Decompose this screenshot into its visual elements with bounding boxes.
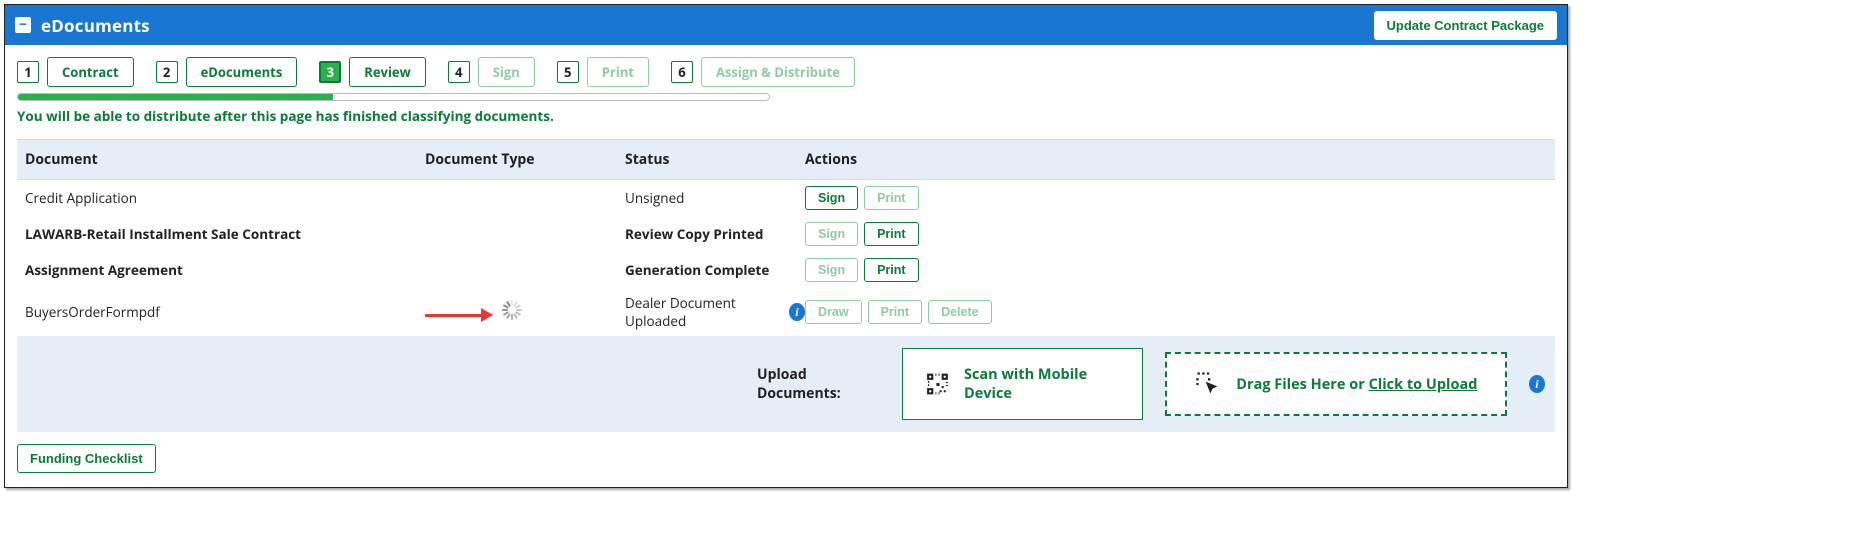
- document-status: Dealer Document Uploadedi: [625, 294, 805, 330]
- upload-info-icon[interactable]: i: [1529, 375, 1545, 393]
- step-label: Assign & Distribute: [701, 57, 855, 87]
- step-number: 2: [156, 61, 178, 83]
- update-contract-package-button[interactable]: Update Contract Package: [1374, 11, 1558, 40]
- document-name: BuyersOrderFormpdf: [25, 303, 425, 321]
- callout-arrow-icon: [425, 310, 495, 320]
- table-header: Document Document Type Status Actions: [17, 139, 1555, 180]
- step-label: Review: [349, 57, 425, 87]
- document-status: Unsigned: [625, 189, 805, 207]
- panel-title: eDocuments: [41, 14, 150, 37]
- loading-spinner-icon: [502, 300, 522, 320]
- document-name: Credit Application: [25, 189, 425, 207]
- qr-icon: [925, 370, 950, 398]
- step-label: Sign: [478, 57, 535, 87]
- col-header-document: Document: [25, 150, 425, 169]
- table-row: LAWARB-Retail Installment Sale Contract R…: [17, 216, 1555, 252]
- actions-cell: DrawPrintDelete: [805, 300, 1547, 324]
- step-number: 4: [448, 61, 470, 83]
- scan-mobile-button[interactable]: Scan with Mobile Device: [902, 348, 1143, 420]
- table-row: Assignment Agreement Generation CompleteS…: [17, 252, 1555, 288]
- edocuments-panel: − eDocuments Update Contract Package 1 Co…: [4, 4, 1568, 488]
- step-number: 1: [17, 61, 39, 83]
- click-to-upload-link[interactable]: Click to Upload: [1369, 375, 1478, 394]
- step-number: 5: [557, 61, 579, 83]
- drag-select-icon: [1194, 370, 1222, 398]
- documents-table: Document Document Type Status Actions Cr…: [17, 139, 1555, 336]
- panel-body: 1Contract2eDocuments3Review4Sign5Print6A…: [5, 45, 1567, 487]
- status-message: You will be able to distribute after thi…: [17, 107, 1555, 125]
- table-row: Credit Application UnsignedSignPrint: [17, 180, 1555, 216]
- print-button[interactable]: Print: [864, 258, 918, 282]
- footer: Funding Checklist: [17, 432, 1555, 473]
- print-button[interactable]: Print: [864, 222, 918, 246]
- step-label: Contract: [47, 57, 134, 87]
- col-header-actions: Actions: [805, 150, 1547, 169]
- actions-cell: SignPrint: [805, 222, 1547, 246]
- step-assign-distribute[interactable]: 6 Assign & Distribute: [671, 57, 855, 87]
- sign-button[interactable]: Sign: [805, 258, 858, 282]
- step-contract[interactable]: 1 Contract: [17, 57, 134, 87]
- step-sign[interactable]: 4 Sign: [448, 57, 535, 87]
- step-edocuments[interactable]: 2 eDocuments: [156, 57, 298, 87]
- upload-label: Upload Documents:: [757, 365, 880, 403]
- upload-bar: Upload Documents: Scan with Mobile Devic…: [17, 336, 1555, 432]
- step-review[interactable]: 3 Review: [319, 57, 425, 87]
- step-tracker: 1 Contract 2 eDocuments 3 Review 4 Sign 5 Print 6A…: [17, 57, 1555, 87]
- print-button[interactable]: Print: [864, 186, 918, 210]
- info-icon[interactable]: i: [789, 303, 805, 321]
- drag-upload-zone[interactable]: Drag Files Here or Click to Upload: [1165, 352, 1507, 416]
- col-header-type: Document Type: [425, 150, 625, 169]
- step-number: 3: [319, 61, 341, 83]
- step-label: Print: [587, 57, 649, 87]
- document-name: LAWARB-Retail Installment Sale Contract: [25, 225, 425, 243]
- panel-header: − eDocuments Update Contract Package: [5, 5, 1567, 45]
- delete-button[interactable]: Delete: [928, 300, 992, 324]
- actions-cell: SignPrint: [805, 186, 1547, 210]
- document-name: Assignment Agreement: [25, 261, 425, 279]
- actions-cell: SignPrint: [805, 258, 1547, 282]
- progress-fill: [18, 94, 333, 100]
- document-status: Generation Complete: [625, 261, 805, 279]
- step-number: 6: [671, 61, 693, 83]
- table-row: BuyersOrderFormpdf Dealer Document Uploa…: [17, 288, 1555, 336]
- sign-button[interactable]: Sign: [805, 186, 858, 210]
- print-button[interactable]: Print: [868, 300, 922, 324]
- drag-upload-label: Drag Files Here or Click to Upload: [1236, 375, 1477, 394]
- step-label: eDocuments: [186, 57, 298, 87]
- document-type-cell: [425, 300, 625, 324]
- collapse-icon[interactable]: −: [15, 17, 31, 33]
- document-status: Review Copy Printed: [625, 225, 805, 243]
- draw-button[interactable]: Draw: [805, 300, 862, 324]
- scan-mobile-label: Scan with Mobile Device: [964, 365, 1120, 403]
- sign-button[interactable]: Sign: [805, 222, 858, 246]
- col-header-status: Status: [625, 150, 805, 169]
- funding-checklist-button[interactable]: Funding Checklist: [17, 444, 156, 473]
- step-print[interactable]: 5 Print: [557, 57, 649, 87]
- progress-bar: [17, 93, 770, 101]
